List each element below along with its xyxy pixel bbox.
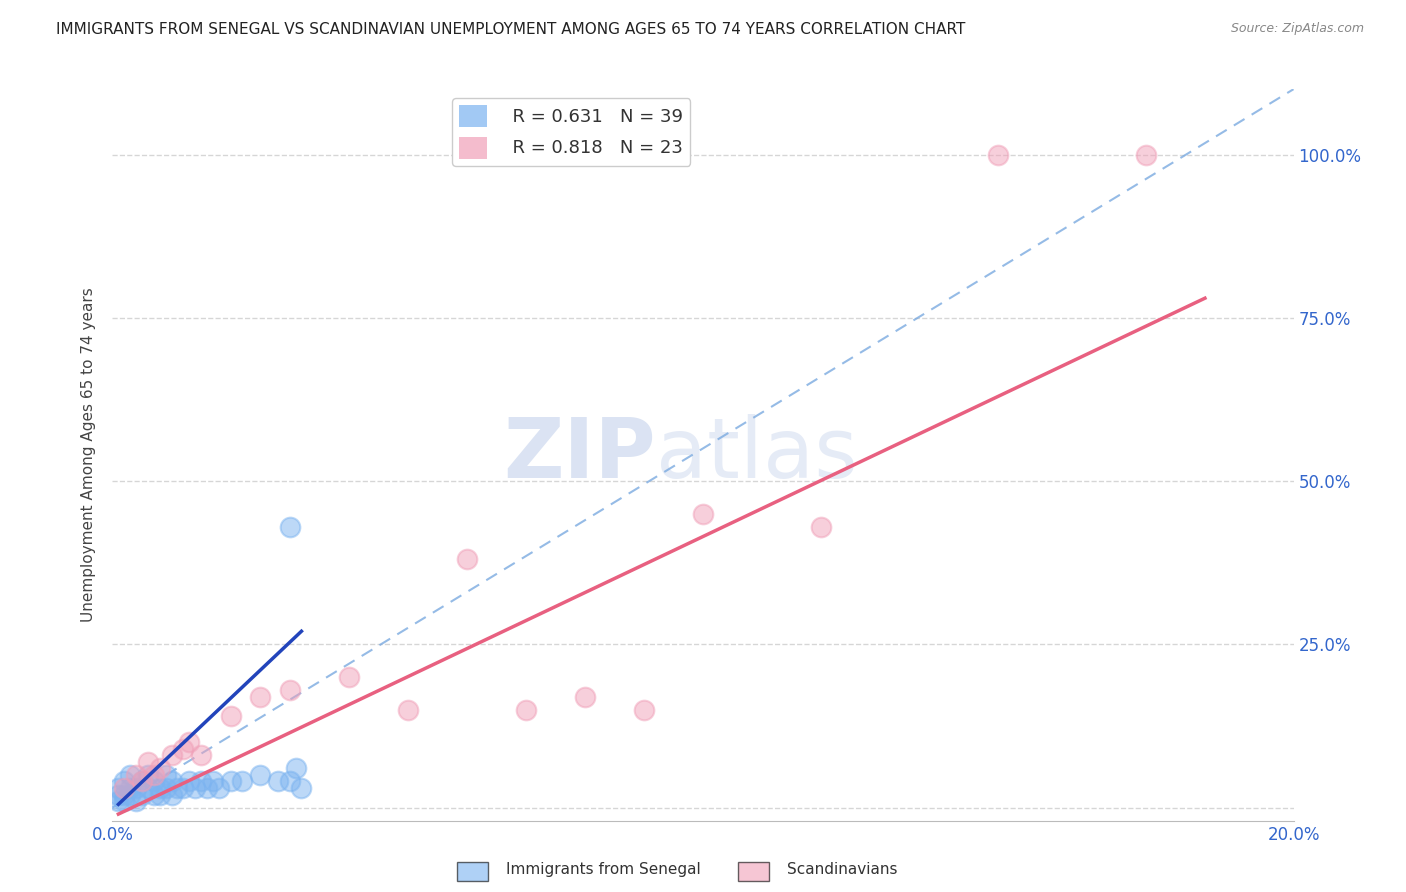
Text: Immigrants from Senegal: Immigrants from Senegal bbox=[506, 863, 702, 877]
Point bbox=[107, 788, 129, 802]
Point bbox=[692, 507, 714, 521]
Point bbox=[515, 703, 537, 717]
Point bbox=[107, 780, 129, 795]
Point bbox=[160, 774, 183, 789]
Point bbox=[290, 780, 312, 795]
Text: Scandinavians: Scandinavians bbox=[787, 863, 898, 877]
Point bbox=[149, 780, 172, 795]
Point bbox=[184, 780, 207, 795]
Point bbox=[155, 768, 177, 782]
Point bbox=[149, 788, 172, 802]
Point bbox=[160, 748, 183, 763]
Point bbox=[249, 690, 271, 704]
Point bbox=[810, 520, 832, 534]
Point bbox=[337, 670, 360, 684]
Text: IMMIGRANTS FROM SENEGAL VS SCANDINAVIAN UNEMPLOYMENT AMONG AGES 65 TO 74 YEARS C: IMMIGRANTS FROM SENEGAL VS SCANDINAVIAN … bbox=[56, 22, 966, 37]
Point bbox=[142, 768, 165, 782]
Text: atlas: atlas bbox=[655, 415, 858, 495]
Point bbox=[120, 788, 142, 802]
Point bbox=[219, 774, 242, 789]
Point bbox=[142, 788, 165, 802]
Point bbox=[633, 703, 655, 717]
Point bbox=[149, 761, 172, 775]
Point bbox=[201, 774, 224, 789]
Point bbox=[166, 780, 188, 795]
Point bbox=[396, 703, 419, 717]
Point bbox=[456, 552, 478, 566]
Y-axis label: Unemployment Among Ages 65 to 74 years: Unemployment Among Ages 65 to 74 years bbox=[80, 287, 96, 623]
Point bbox=[120, 780, 142, 795]
Legend:   R = 0.631   N = 39,   R = 0.818   N = 23: R = 0.631 N = 39, R = 0.818 N = 23 bbox=[453, 98, 690, 166]
Point bbox=[987, 147, 1010, 161]
Point bbox=[190, 748, 212, 763]
Point bbox=[1135, 147, 1157, 161]
Point bbox=[278, 520, 301, 534]
Point bbox=[125, 768, 148, 782]
Point bbox=[172, 780, 194, 795]
Point bbox=[278, 683, 301, 698]
Point bbox=[131, 774, 153, 789]
Point bbox=[284, 761, 307, 775]
Point bbox=[107, 794, 129, 808]
Point bbox=[112, 794, 135, 808]
Point bbox=[190, 774, 212, 789]
Point bbox=[112, 780, 135, 795]
Point bbox=[112, 788, 135, 802]
Point bbox=[160, 788, 183, 802]
Point bbox=[249, 768, 271, 782]
Point bbox=[231, 774, 253, 789]
Point bbox=[278, 774, 301, 789]
Point bbox=[179, 735, 201, 749]
Point bbox=[574, 690, 596, 704]
Point bbox=[131, 774, 153, 789]
Text: Source: ZipAtlas.com: Source: ZipAtlas.com bbox=[1230, 22, 1364, 36]
Point bbox=[120, 768, 142, 782]
Point bbox=[112, 774, 135, 789]
Point bbox=[125, 794, 148, 808]
Point bbox=[136, 768, 159, 782]
Point bbox=[172, 741, 194, 756]
Text: ZIP: ZIP bbox=[503, 415, 655, 495]
Point bbox=[195, 780, 218, 795]
Point bbox=[136, 755, 159, 769]
Point bbox=[267, 774, 290, 789]
Point bbox=[179, 774, 201, 789]
Point bbox=[125, 780, 148, 795]
Point bbox=[131, 788, 153, 802]
Point bbox=[219, 709, 242, 723]
Point bbox=[208, 780, 231, 795]
Point bbox=[155, 780, 177, 795]
Point bbox=[142, 774, 165, 789]
Point bbox=[136, 780, 159, 795]
